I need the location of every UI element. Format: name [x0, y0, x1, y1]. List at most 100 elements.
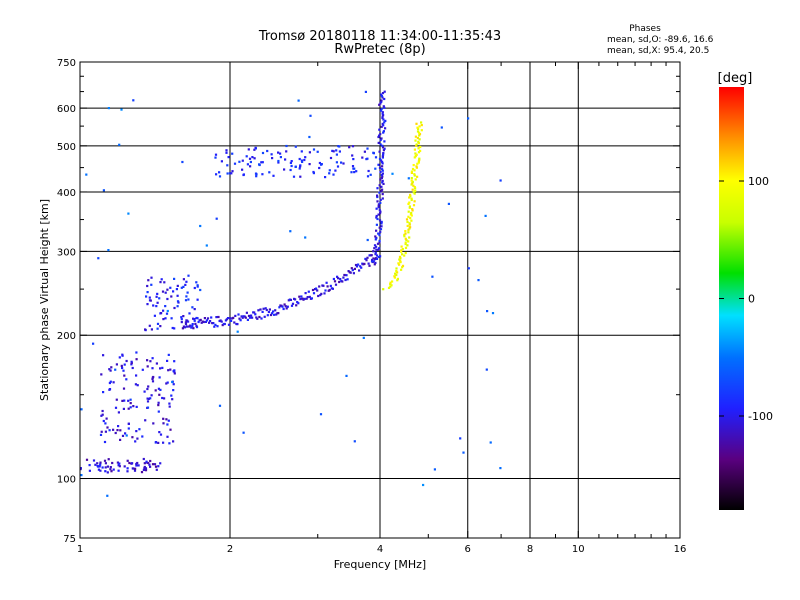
- data-point: [241, 316, 244, 319]
- data-point: [247, 148, 250, 151]
- y-tick-label: 75: [63, 534, 76, 545]
- data-point: [418, 134, 421, 137]
- y-tick-label: 400: [57, 188, 76, 199]
- data-point: [151, 367, 154, 370]
- data-point: [206, 317, 210, 320]
- data-point: [380, 190, 383, 193]
- data-point: [200, 321, 203, 324]
- data-point: [157, 465, 160, 468]
- data-point: [345, 374, 348, 377]
- data-point: [410, 171, 413, 174]
- data-point: [418, 125, 421, 128]
- data-point: [415, 153, 418, 156]
- data-point: [231, 152, 234, 155]
- data-point: [447, 202, 450, 205]
- data-point: [381, 162, 384, 165]
- data-point: [146, 406, 150, 409]
- data-point: [395, 273, 398, 277]
- data-point: [486, 310, 489, 313]
- data-point: [410, 177, 413, 180]
- data-point: [405, 218, 409, 221]
- data-point: [413, 174, 416, 177]
- data-point: [80, 468, 82, 471]
- data-point: [319, 294, 322, 297]
- data-point: [411, 180, 414, 183]
- data-point: [220, 320, 223, 323]
- data-point: [410, 219, 413, 222]
- data-point: [191, 323, 194, 326]
- data-point: [137, 464, 140, 467]
- data-point: [413, 200, 416, 203]
- data-point: [485, 368, 488, 371]
- data-point: [303, 158, 306, 162]
- data-point: [195, 324, 198, 327]
- data-point: [420, 121, 423, 124]
- data-point: [381, 175, 384, 178]
- data-point: [146, 400, 150, 403]
- data-point: [176, 294, 179, 297]
- data-point: [184, 321, 187, 324]
- data-point: [433, 468, 436, 471]
- data-point: [307, 290, 310, 293]
- data-point: [336, 275, 339, 278]
- data-point: [146, 284, 149, 288]
- data-point: [407, 202, 410, 205]
- data-point: [203, 317, 206, 320]
- data-point: [378, 241, 381, 244]
- data-point: [166, 309, 169, 313]
- data-point: [417, 160, 420, 163]
- data-point: [381, 193, 384, 196]
- data-point: [323, 292, 326, 295]
- data-point: [103, 440, 107, 444]
- data-point: [134, 440, 137, 443]
- data-point: [411, 208, 414, 211]
- data-point: [373, 263, 376, 266]
- data-point: [212, 322, 215, 325]
- x-tick-label: 16: [674, 544, 687, 555]
- data-point: [304, 236, 307, 239]
- data-point: [281, 305, 284, 308]
- x-tick-label: 8: [527, 544, 533, 555]
- data-point: [409, 195, 412, 198]
- data-point: [143, 462, 146, 465]
- data-point: [180, 286, 183, 289]
- data-point: [374, 261, 377, 264]
- data-point: [261, 161, 264, 164]
- data-point: [333, 280, 337, 283]
- data-point: [88, 464, 91, 467]
- data-point: [408, 236, 411, 239]
- data-point: [140, 471, 144, 474]
- data-point: [383, 97, 386, 101]
- data-point: [151, 463, 155, 466]
- data-point: [159, 325, 162, 328]
- data-point: [166, 297, 169, 301]
- data-point: [107, 107, 110, 110]
- data-point: [217, 315, 220, 319]
- data-point: [109, 468, 112, 471]
- data-point: [418, 158, 421, 162]
- data-point: [182, 278, 185, 281]
- data-point: [412, 191, 415, 194]
- data-point: [365, 158, 368, 161]
- data-point: [297, 99, 300, 102]
- data-point: [417, 147, 420, 150]
- data-point: [150, 283, 153, 286]
- data-point: [381, 96, 384, 99]
- data-point: [170, 295, 173, 298]
- data-point: [410, 179, 413, 182]
- data-point: [166, 359, 169, 362]
- data-point: [144, 469, 148, 472]
- data-point: [410, 197, 413, 200]
- data-point: [382, 288, 385, 291]
- data-point: [135, 374, 138, 377]
- data-point: [379, 231, 382, 234]
- data-point: [335, 149, 338, 152]
- data-point: [107, 249, 110, 252]
- data-point: [300, 159, 303, 162]
- data-point: [380, 159, 383, 162]
- data-point: [124, 432, 127, 435]
- data-point: [265, 308, 268, 312]
- data-point: [134, 467, 137, 470]
- data-point: [376, 194, 379, 197]
- data-point: [171, 326, 174, 330]
